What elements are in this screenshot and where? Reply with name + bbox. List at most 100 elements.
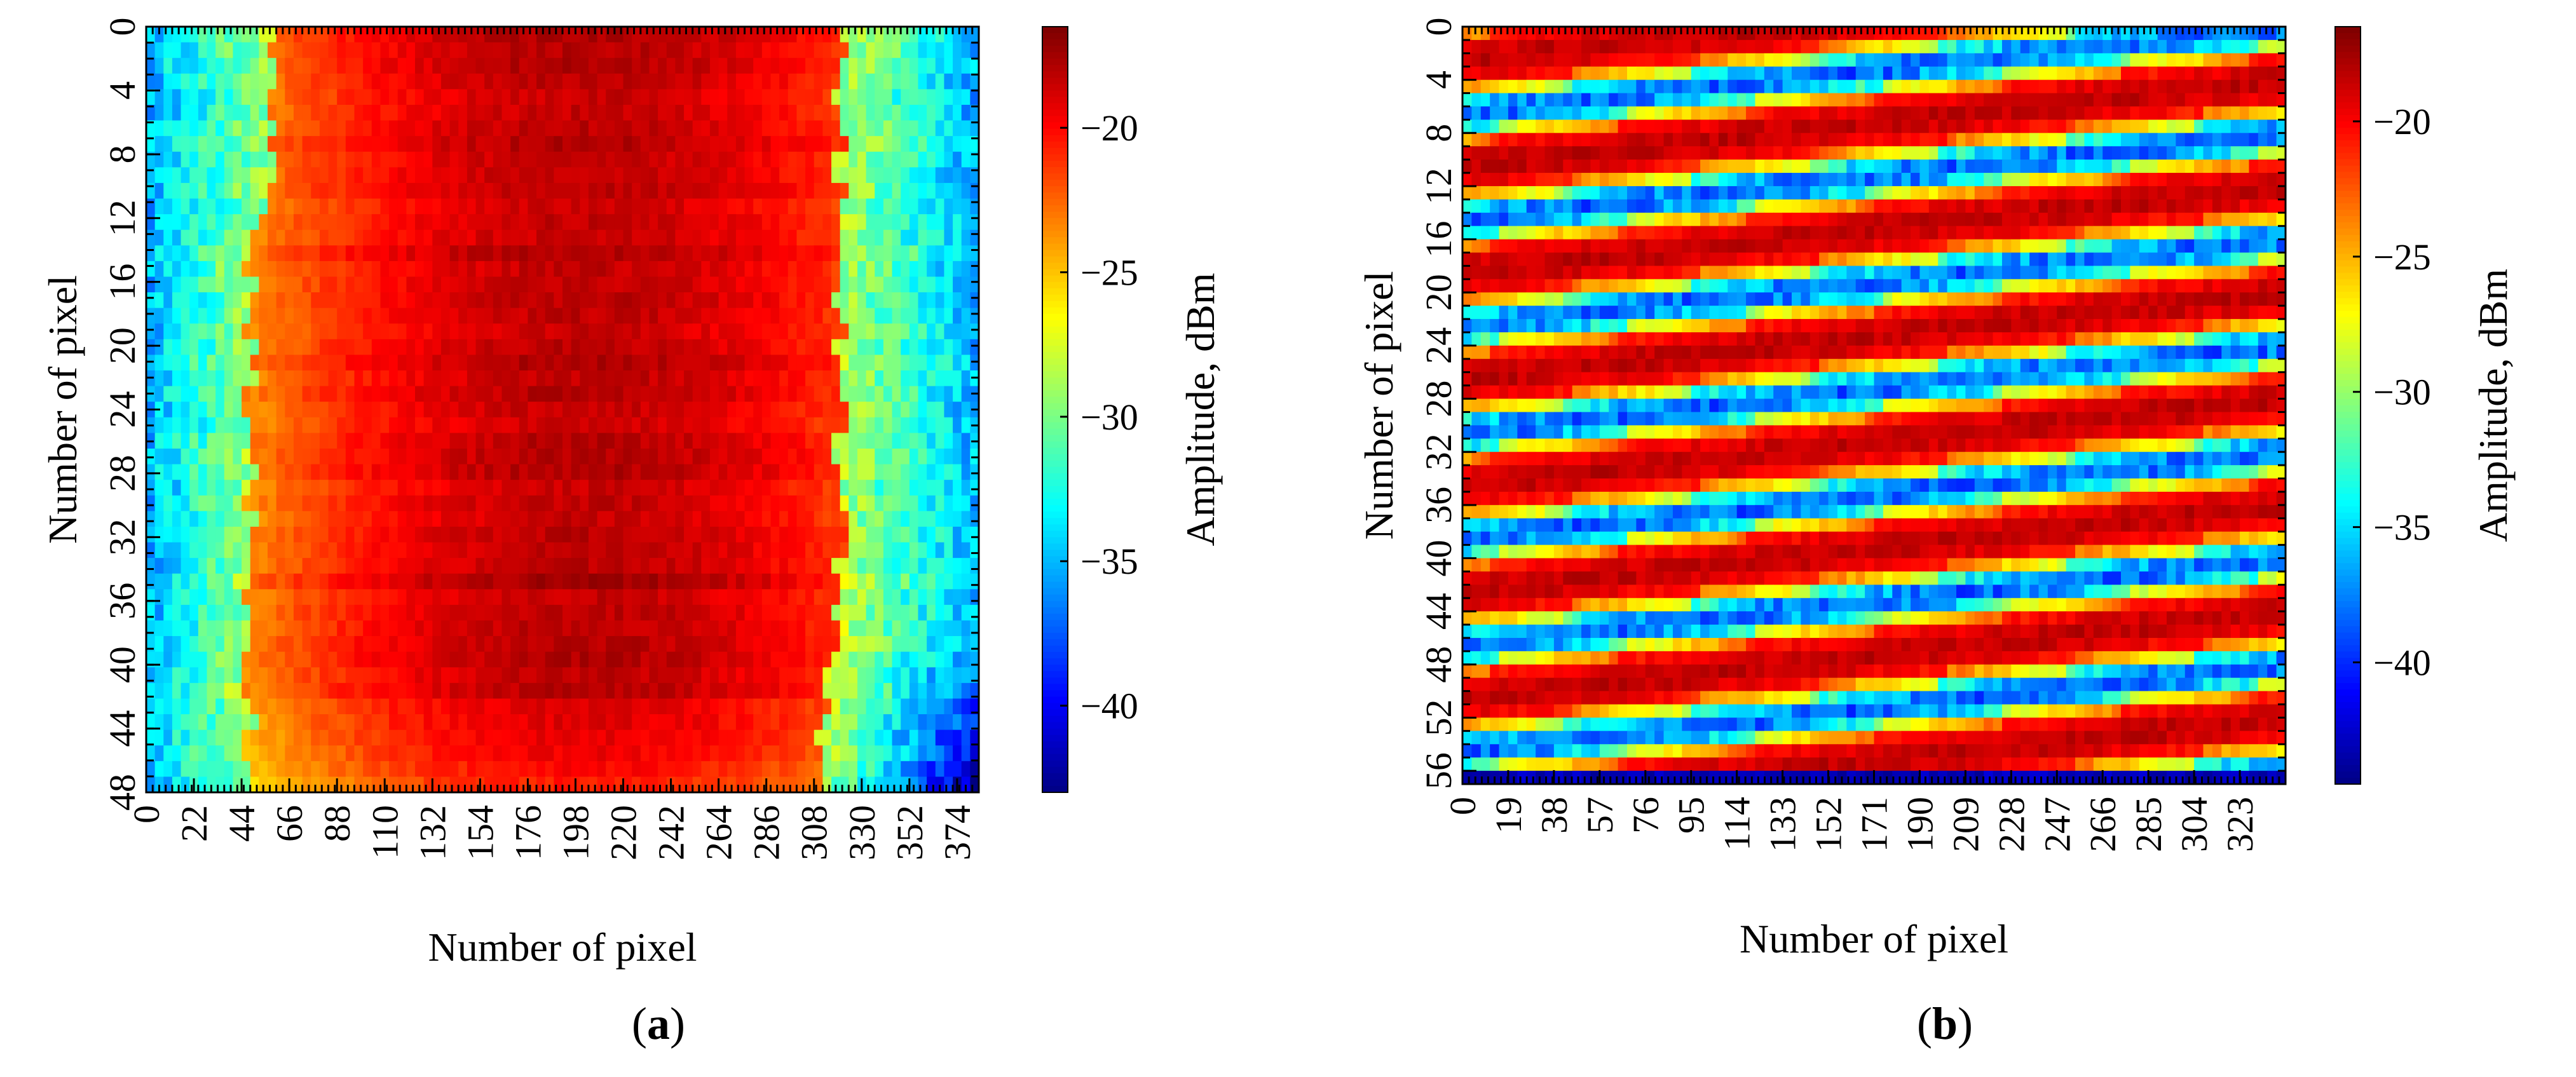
heatmap-cell (562, 480, 572, 496)
heatmap-cell (927, 73, 936, 90)
heatmap-cell (787, 198, 798, 215)
heatmap-cell (545, 495, 554, 511)
heatmap-cell (337, 182, 346, 200)
heatmap-cell (944, 42, 953, 58)
heatmap-cell (918, 73, 927, 90)
heatmap-cell (181, 182, 190, 200)
heatmap-cell (415, 182, 425, 200)
heatmap-cell (640, 198, 650, 215)
heatmap-cell (501, 245, 511, 262)
heatmap-cell (935, 104, 945, 121)
heatmap-cell (163, 480, 173, 496)
heatmap-cell (467, 698, 477, 715)
heatmap-cell (181, 276, 190, 293)
heatmap-cell (215, 433, 225, 449)
heatmap-cell (285, 73, 294, 90)
heatmap-cell (440, 261, 451, 278)
heatmap-cell (224, 214, 234, 231)
heatmap-cell (892, 89, 901, 105)
heatmap-cell (440, 73, 451, 90)
heatmap-cell (718, 386, 728, 402)
heatmap-cell (259, 292, 268, 309)
heatmap-cell (692, 136, 702, 152)
heatmap-cell (423, 104, 433, 121)
heatmap-cell (432, 511, 442, 527)
heatmap-cell (701, 417, 711, 433)
heatmap-cell (883, 417, 893, 433)
heatmap-cell (831, 292, 841, 309)
heatmap-cell (779, 698, 789, 715)
heatmap-cell (831, 745, 841, 762)
heatmap-cell (848, 714, 858, 731)
heatmap-cell (953, 261, 962, 278)
heatmap-cell (406, 448, 416, 465)
heatmap-cell (709, 261, 719, 278)
heatmap-cell (649, 698, 658, 715)
heatmap-cell (215, 464, 225, 480)
heatmap-cell (580, 698, 589, 715)
heatmap-cell (614, 464, 624, 480)
heatmap-cell (606, 542, 615, 559)
heatmap-cell (389, 292, 399, 309)
heatmap-cell (458, 604, 468, 621)
heatmap-cell (848, 620, 858, 637)
heatmap-cell (501, 526, 511, 543)
heatmap-cell (319, 761, 329, 778)
heatmap-cell (363, 58, 372, 74)
heatmap-cell (302, 261, 311, 278)
heatmap-cell (970, 714, 979, 731)
heatmap-cell (892, 573, 901, 590)
heatmap-cell (545, 89, 554, 105)
heatmap-cell (302, 308, 311, 324)
heatmap-cell (371, 448, 381, 465)
heatmap-cell (692, 511, 702, 527)
heatmap-cell (640, 682, 650, 700)
heatmap-cell (536, 589, 546, 606)
heatmap-cell (154, 729, 164, 746)
heatmap-cell (640, 323, 650, 340)
heatmap-cell (692, 89, 702, 105)
heatmap-cell (953, 667, 962, 684)
heatmap-cell (701, 276, 711, 293)
heatmap-cell (510, 636, 520, 653)
heatmap-cell (189, 89, 199, 105)
heatmap-cell (449, 323, 459, 340)
heatmap-cell (892, 464, 901, 480)
heatmap-cell (909, 42, 919, 58)
heatmap-cell (467, 151, 477, 168)
heatmap-cell (588, 308, 598, 324)
heatmap-cell (892, 433, 901, 449)
heatmap-cell (207, 120, 216, 137)
heatmap-cell (319, 480, 329, 496)
heatmap-cell (276, 714, 285, 731)
heatmap-cell (215, 323, 225, 340)
heatmap-cell (961, 542, 971, 559)
heatmap-cell (831, 104, 841, 121)
heatmap-cell (597, 339, 606, 356)
heatmap-cell (779, 433, 789, 449)
heatmap-cell (354, 73, 364, 90)
heatmap-cell (753, 698, 763, 715)
heatmap-cell (597, 667, 606, 684)
heatmap-cell (909, 214, 919, 231)
heatmap-cell (857, 42, 867, 58)
heatmap-cell (640, 636, 650, 653)
heatmap-cell (684, 402, 693, 418)
heatmap-cell (311, 58, 320, 74)
heatmap-cell (268, 714, 277, 731)
heatmap-cell (727, 714, 737, 731)
heatmap-cell (805, 589, 815, 606)
heatmap-cell (580, 604, 589, 621)
heatmap-cell (215, 542, 225, 559)
heatmap-cell (840, 526, 849, 543)
heatmap-cell (701, 214, 711, 231)
heatmap-cell (580, 167, 589, 184)
heatmap-cell (484, 151, 494, 168)
heatmap-cell (406, 73, 416, 90)
heatmap-cell (467, 276, 477, 293)
heatmap-cell (181, 651, 190, 668)
heatmap-cell (198, 761, 208, 778)
heatmap-cell (866, 417, 875, 433)
heatmap-cell (224, 464, 234, 480)
heatmap-cell (831, 323, 841, 340)
